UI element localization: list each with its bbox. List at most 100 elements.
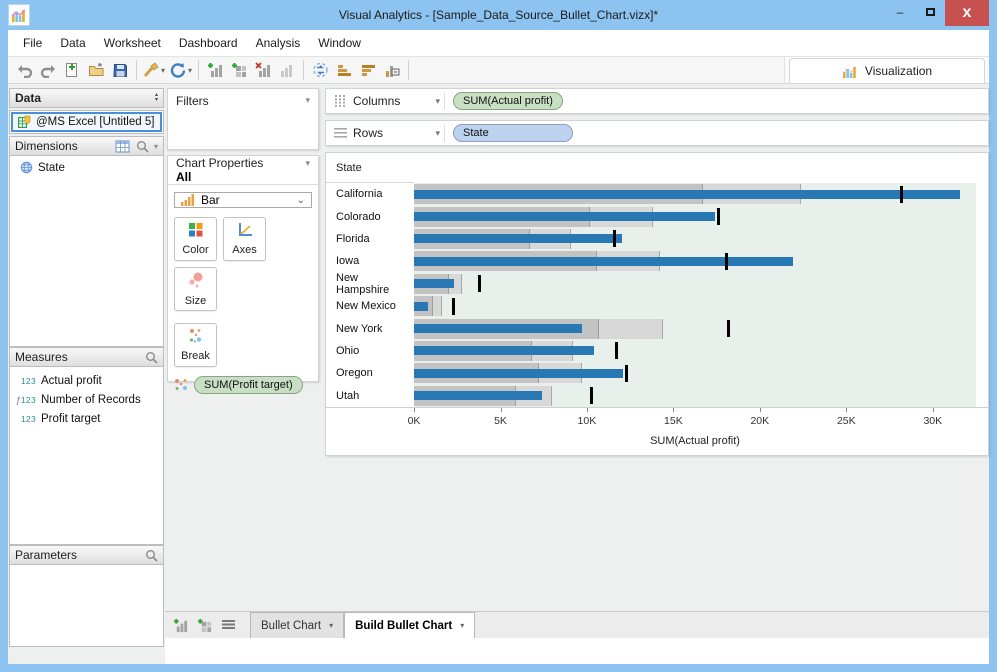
- visualization-tab[interactable]: Visualization: [789, 58, 985, 83]
- actual-profit-bar[interactable]: [414, 368, 624, 378]
- size-button[interactable]: Size: [174, 267, 217, 311]
- row-label: Iowa: [326, 250, 414, 273]
- profit-target-tick[interactable]: [625, 364, 628, 382]
- break-icon: [187, 328, 205, 347]
- color-button[interactable]: Color: [174, 217, 217, 261]
- open-button[interactable]: [84, 58, 108, 82]
- data-section-header[interactable]: Data ▴ ▾: [9, 88, 164, 108]
- actual-profit-bar[interactable]: [414, 279, 454, 289]
- format-button[interactable]: ▾: [141, 58, 167, 82]
- measure-item-profit-target[interactable]: 123 Profit target: [10, 409, 163, 428]
- break-by-pill[interactable]: SUM(Profit target): [194, 376, 303, 394]
- refresh-button[interactable]: ▾: [167, 58, 194, 82]
- menu-item-worksheet[interactable]: Worksheet: [103, 36, 161, 50]
- axis-tick: [586, 407, 588, 412]
- profit-target-tick[interactable]: [452, 297, 455, 315]
- row-label: New Mexico: [326, 294, 414, 318]
- dimension-item-state[interactable]: State: [10, 156, 163, 175]
- save-button[interactable]: [108, 58, 132, 82]
- sort-descending-button[interactable]: [356, 58, 380, 82]
- redo-button[interactable]: [36, 58, 60, 82]
- sheet-tabs: Bullet Chart ▾ Build Bullet Chart ▾: [250, 612, 476, 638]
- menu-item-window[interactable]: Window: [318, 36, 361, 50]
- chevron-down-icon[interactable]: ▾: [153, 141, 158, 151]
- chart-row-iowa: Iowa: [326, 250, 988, 273]
- undo-button[interactable]: [12, 58, 36, 82]
- minimize-button[interactable]: –: [896, 5, 904, 19]
- row-label: New York: [326, 317, 414, 340]
- measure-label: Profit target: [41, 412, 101, 425]
- search-icon[interactable]: [145, 351, 158, 364]
- actual-profit-bar[interactable]: [414, 391, 542, 401]
- sheet-list-icon[interactable]: [221, 619, 236, 632]
- view-data-icon[interactable]: [115, 140, 130, 153]
- chart-row-utah: Utah: [326, 384, 988, 407]
- property-button-label: Color: [182, 244, 209, 256]
- collapse-expand-icon: ▴ ▾: [154, 92, 158, 103]
- new-dashboard-button[interactable]: [227, 58, 251, 82]
- profit-target-tick[interactable]: [716, 208, 720, 226]
- title-bar: Visual Analytics - [Sample_Data_Source_B…: [0, 0, 997, 30]
- actual-profit-bar[interactable]: [414, 256, 793, 266]
- row-plot: [414, 384, 976, 407]
- chart-type-select[interactable]: Bar ⌄: [174, 192, 312, 208]
- maximize-button[interactable]: [915, 0, 945, 24]
- swap-axes-button[interactable]: [308, 58, 332, 82]
- columns-shelf: Columns ▾ SUM(Actual profit): [325, 88, 989, 114]
- axis-tick-label: 15K: [664, 414, 683, 427]
- actual-profit-bar[interactable]: [414, 301, 428, 311]
- scope-label: All: [168, 170, 318, 185]
- rows-shelf-header[interactable]: Rows ▾: [326, 126, 444, 140]
- columns-shelf-header[interactable]: Columns ▾: [326, 94, 444, 108]
- menu-item-analysis[interactable]: Analysis: [255, 36, 301, 50]
- new-file-button[interactable]: [60, 58, 84, 82]
- sheet-tab-bullet-chart[interactable]: Bullet Chart ▾: [250, 612, 345, 638]
- actual-profit-bar[interactable]: [414, 346, 594, 356]
- profit-target-tick[interactable]: [614, 342, 618, 360]
- close-button[interactable]: x: [945, 0, 989, 26]
- profit-target-tick[interactable]: [727, 320, 730, 338]
- row-plot: [414, 294, 976, 318]
- collapse-icon[interactable]: ▾: [305, 157, 310, 168]
- profit-target-tick[interactable]: [899, 185, 903, 203]
- duplicate-worksheet-button[interactable]: [275, 58, 299, 82]
- measure-item-number-of-records[interactable]: ƒ123 Number of Records: [10, 390, 163, 409]
- profit-target-tick[interactable]: [478, 275, 481, 293]
- sheet-tab-build-bullet-chart[interactable]: Build Bullet Chart ▾: [344, 612, 476, 638]
- row-plot: [414, 272, 976, 295]
- actual-profit-bar[interactable]: [414, 212, 715, 222]
- menu-item-dashboard[interactable]: Dashboard: [178, 36, 238, 50]
- new-worksheet-icon[interactable]: [173, 618, 189, 633]
- excel-icon: [18, 115, 31, 128]
- menu-item-data[interactable]: Data: [60, 36, 86, 50]
- menu-item-file[interactable]: File: [23, 36, 43, 50]
- search-icon[interactable]: [145, 549, 158, 562]
- new-worksheet-button[interactable]: [203, 58, 227, 82]
- actual-profit-bar[interactable]: [414, 324, 582, 334]
- sort-ascending-button[interactable]: [332, 58, 356, 82]
- search-icon[interactable]: [136, 140, 149, 153]
- profit-target-tick[interactable]: [612, 230, 616, 248]
- delete-worksheet-button[interactable]: [251, 58, 275, 82]
- profit-target-tick[interactable]: [590, 387, 594, 405]
- break-button[interactable]: Break: [174, 323, 217, 367]
- calculated-number-icon: ƒ123: [15, 394, 36, 405]
- dimensions-section-header[interactable]: Dimensions ▾: [9, 136, 164, 156]
- collapse-icon[interactable]: ▾: [305, 95, 310, 105]
- measures-section-header[interactable]: Measures: [9, 347, 164, 367]
- data-source-item[interactable]: @MS Excel [Untitled 5]: [11, 112, 162, 132]
- parameters-section-header[interactable]: Parameters: [9, 545, 164, 565]
- value-labels-button[interactable]: [380, 58, 404, 82]
- row-plot: [414, 205, 976, 228]
- new-dashboard-icon[interactable]: [197, 618, 213, 633]
- actual-profit-bar[interactable]: [414, 234, 622, 244]
- rows-pill[interactable]: State: [453, 124, 573, 142]
- measure-item-actual-profit[interactable]: 123 Actual profit: [10, 371, 163, 390]
- dimensions-list: State: [9, 156, 164, 347]
- chevron-down-icon: ▾: [161, 65, 166, 75]
- columns-pill[interactable]: SUM(Actual profit): [453, 92, 563, 110]
- profit-target-tick[interactable]: [725, 252, 729, 270]
- actual-profit-bar[interactable]: [414, 189, 961, 199]
- axes-button[interactable]: Axes: [223, 217, 266, 261]
- chevron-down-icon: ⌄: [296, 194, 305, 206]
